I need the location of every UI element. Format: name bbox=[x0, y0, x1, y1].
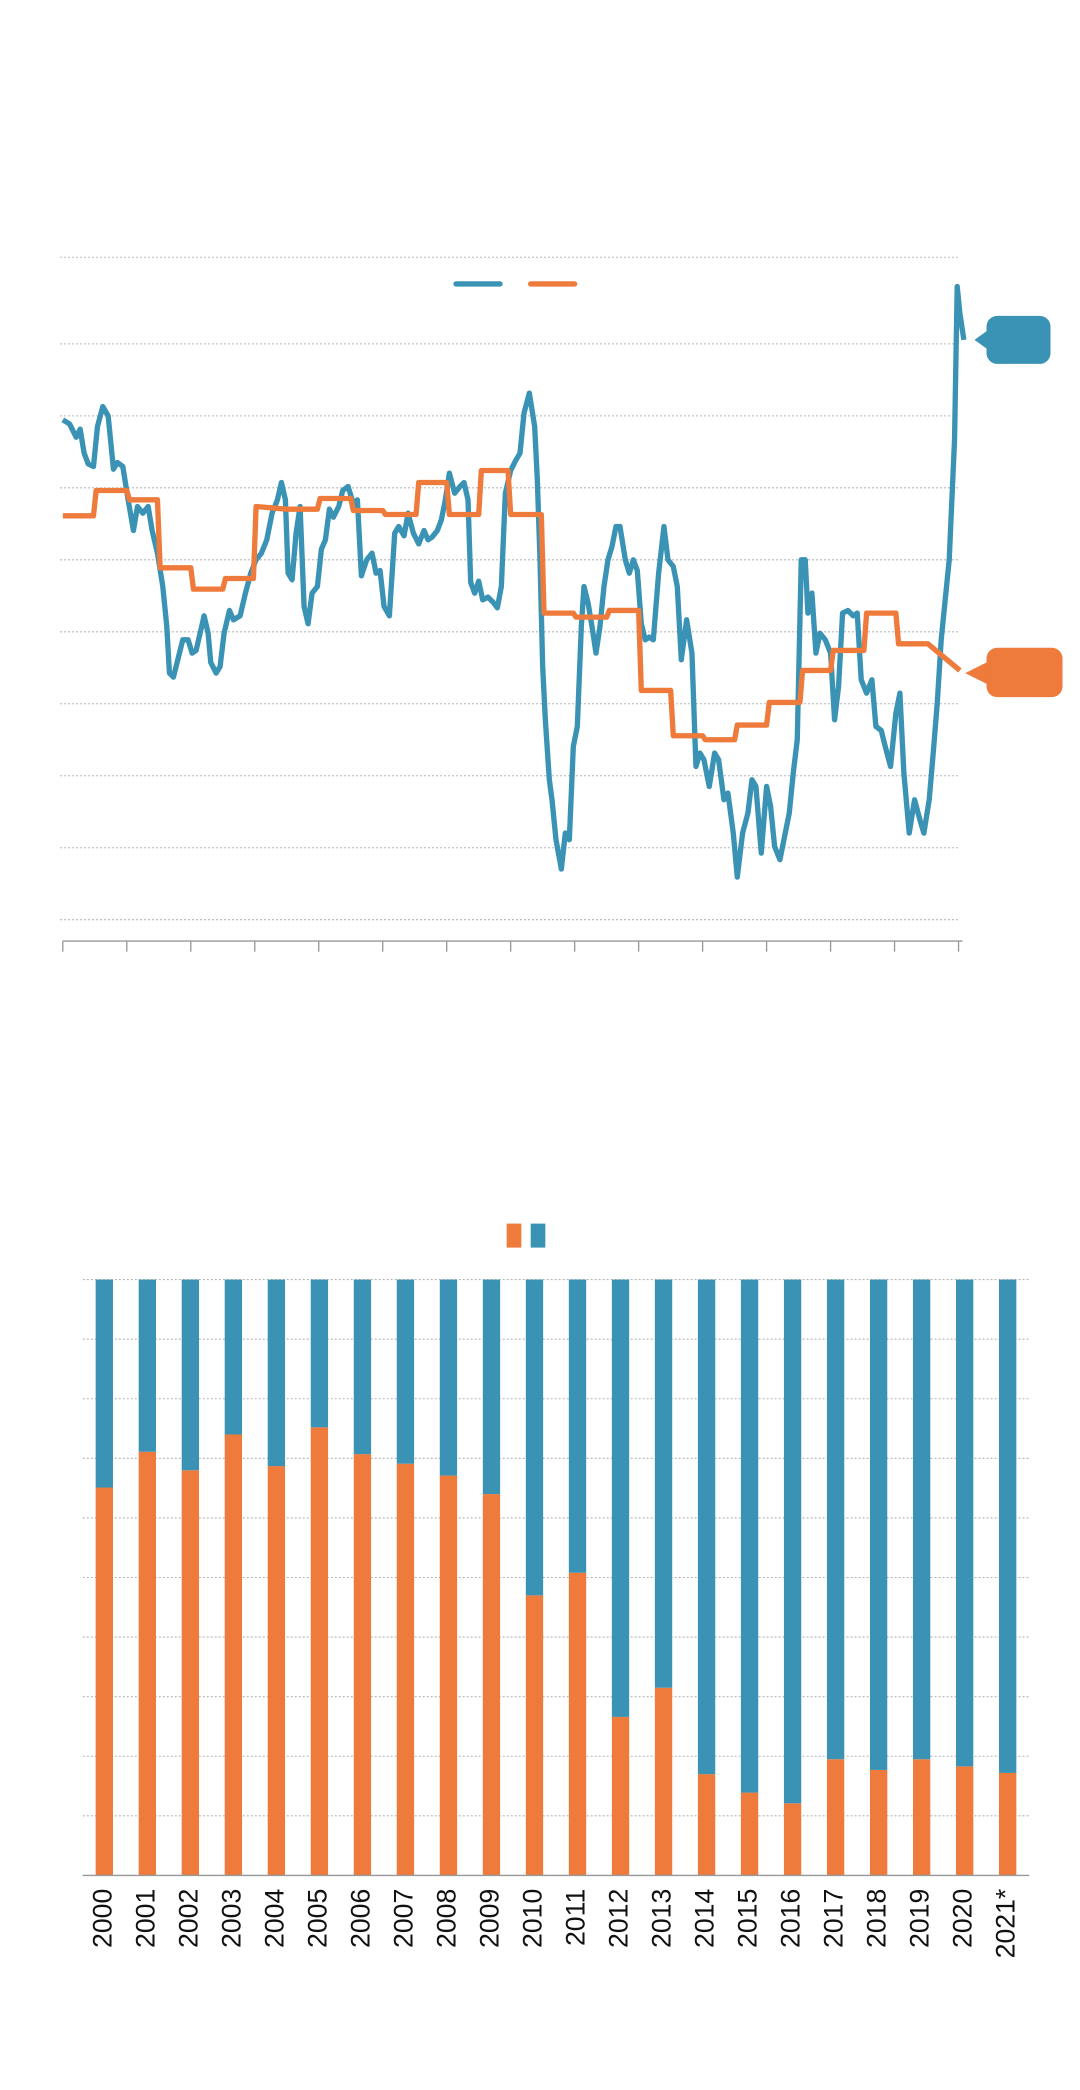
bar-segment bbox=[783, 1803, 802, 1876]
bar-segment bbox=[912, 1759, 931, 1876]
bar-segment bbox=[138, 1279, 157, 1452]
legend-swatch bbox=[530, 1223, 546, 1248]
bar-segment bbox=[611, 1716, 630, 1876]
callout-orange bbox=[965, 647, 1063, 698]
bar-segment bbox=[869, 1279, 888, 1770]
x-tick-label: 2004 bbox=[259, 1889, 289, 1948]
bar-segment bbox=[654, 1279, 673, 1688]
legend-swatch bbox=[506, 1223, 522, 1248]
bar-segment bbox=[310, 1279, 329, 1428]
series-line bbox=[61, 283, 967, 880]
bar-segment bbox=[826, 1759, 845, 1876]
x-tick-label: 2011 bbox=[561, 1889, 591, 1946]
bar-segment bbox=[999, 1279, 1017, 1773]
bar-segment bbox=[224, 1279, 243, 1435]
callout-blue bbox=[974, 315, 1051, 364]
x-tick-label: 2016 bbox=[776, 1889, 806, 1948]
x-tick-label: 2020 bbox=[948, 1889, 978, 1948]
bar-segment bbox=[181, 1470, 200, 1876]
bar-segment bbox=[697, 1774, 716, 1876]
bar-segment bbox=[181, 1279, 200, 1471]
bar-segment bbox=[95, 1279, 113, 1488]
bar-segment bbox=[525, 1595, 544, 1876]
bar-segment bbox=[740, 1279, 759, 1793]
bar-segment bbox=[353, 1279, 372, 1455]
bar-segment bbox=[869, 1769, 888, 1876]
bar-segment bbox=[396, 1279, 415, 1464]
x-tick-label: 2003 bbox=[216, 1889, 246, 1948]
bar-segment bbox=[912, 1279, 931, 1760]
x-tick-label: 2001 bbox=[130, 1889, 160, 1948]
bar-segment bbox=[955, 1766, 974, 1876]
bar-segment bbox=[439, 1279, 458, 1476]
bar-segment bbox=[568, 1279, 587, 1573]
bar-segment bbox=[955, 1279, 974, 1767]
bar-segment bbox=[611, 1279, 630, 1717]
bar-segment bbox=[482, 1279, 501, 1495]
bar-segment bbox=[95, 1487, 113, 1876]
x-tick-label: 2014 bbox=[690, 1889, 720, 1948]
x-tick-label: 2008 bbox=[432, 1889, 462, 1948]
bar-segment bbox=[999, 1772, 1017, 1876]
bar-segment bbox=[353, 1454, 372, 1876]
bar-segment bbox=[439, 1475, 458, 1876]
x-tick-label: 2000 bbox=[87, 1889, 117, 1948]
x-tick-label: 2017 bbox=[819, 1889, 849, 1948]
bar-segment bbox=[267, 1466, 286, 1876]
bar-segment bbox=[654, 1687, 673, 1876]
x-tick-label: 2009 bbox=[475, 1889, 505, 1948]
bar-segment bbox=[482, 1494, 501, 1876]
x-tick-label: 2002 bbox=[173, 1889, 203, 1948]
bar-segment bbox=[740, 1792, 759, 1876]
x-tick-label: 2012 bbox=[604, 1889, 634, 1948]
series-line bbox=[62, 467, 962, 743]
bar-segment bbox=[783, 1279, 802, 1804]
bar-segment bbox=[267, 1279, 286, 1467]
bar-segment bbox=[138, 1451, 157, 1876]
x-tick-label: 2019 bbox=[905, 1889, 935, 1948]
bar-segment bbox=[697, 1279, 716, 1775]
x-tick-label: 2010 bbox=[518, 1889, 548, 1948]
bar-segment bbox=[568, 1572, 587, 1876]
x-tick-label: 2018 bbox=[862, 1889, 892, 1948]
bar-segment bbox=[525, 1279, 544, 1596]
x-tick-label: 2006 bbox=[345, 1889, 375, 1948]
bar-segment bbox=[224, 1434, 243, 1876]
bar-segment bbox=[396, 1463, 415, 1876]
x-tick-label: 2021* bbox=[991, 1889, 1021, 1959]
bar-segment bbox=[310, 1427, 329, 1876]
x-tick-label: 2005 bbox=[302, 1889, 332, 1948]
x-tick-label: 2015 bbox=[733, 1889, 763, 1948]
x-tick-label: 2013 bbox=[647, 1889, 677, 1948]
bar-segment bbox=[826, 1279, 845, 1760]
x-tick-label: 2007 bbox=[388, 1889, 418, 1948]
